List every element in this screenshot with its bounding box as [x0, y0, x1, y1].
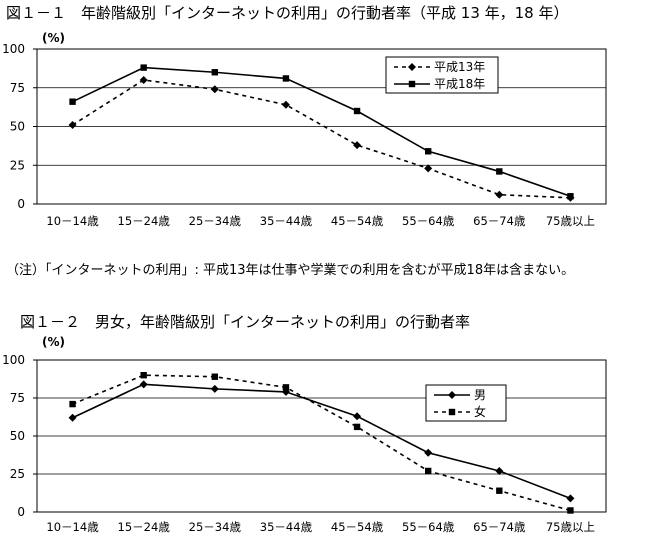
data-point: [210, 85, 219, 94]
x-tick-label: 25－34歳: [189, 520, 242, 534]
legend-marker: [448, 391, 456, 399]
y-axis-unit: (%): [42, 335, 65, 349]
x-tick-label: 25－34歳: [189, 214, 242, 228]
y-tick-label: 0: [17, 505, 25, 519]
y-tick-label: 100: [2, 42, 25, 56]
data-point: [567, 193, 574, 200]
data-point: [69, 98, 76, 105]
data-point: [424, 448, 433, 457]
series-line-0: [72, 79, 571, 199]
data-point: [567, 507, 574, 514]
data-point: [211, 373, 219, 380]
series-line-1: [72, 66, 571, 198]
data-point: [566, 494, 575, 503]
x-tick-label: 35－44歳: [260, 520, 313, 534]
data-point: [69, 400, 76, 408]
legend-label: 女: [474, 404, 486, 419]
series-line-0: [72, 383, 571, 500]
y-tick-label: 50: [10, 120, 25, 134]
data-point: [353, 412, 362, 421]
data-point: [281, 100, 290, 109]
legend-label: 平成13年: [434, 60, 485, 74]
data-point: [353, 423, 361, 431]
x-tick-label: 15－24歳: [118, 214, 171, 228]
figure1-title: 図１－１ 年齢階級別「インターネットの利用」の行動者率（平成 13 年，18 年…: [6, 4, 569, 22]
data-point: [211, 69, 219, 76]
x-tick-label: 55－64歳: [402, 214, 455, 228]
x-tick-label: 35－44歳: [260, 214, 313, 228]
data-point: [282, 384, 290, 391]
legend-marker: [408, 80, 416, 88]
figure2-title: 図１－２ 男女，年齢階級別「インターネットの利用」の行動者率: [20, 313, 471, 331]
y-tick-label: 25: [10, 467, 25, 481]
legend-box: [385, 56, 499, 94]
figure1-note: （注）「インターネットの利用」: 平成13年は仕事や学業での利用を含むが平成18…: [6, 263, 575, 278]
legend-box: [425, 384, 507, 422]
data-point: [68, 120, 77, 129]
data-point: [495, 466, 504, 475]
y-tick-label: 25: [10, 158, 25, 172]
data-point: [353, 107, 361, 115]
data-point: [424, 164, 433, 173]
y-tick-label: 50: [10, 429, 25, 443]
x-tick-label: 75歳以上: [546, 520, 595, 534]
chart-internet-use-by-year: 0 25 50 75 100 (%) 10－14歳 15－24歳 25－34歳 35－44歳 45－…: [2, 31, 607, 228]
legend-label: 平成18年: [434, 77, 485, 91]
data-point: [495, 190, 504, 199]
x-tick-label: 75歳以上: [546, 214, 595, 228]
data-point: [424, 148, 432, 155]
legend-label: 男: [474, 388, 486, 402]
data-point: [139, 76, 148, 84]
x-tick-label: 10－14歳: [46, 520, 99, 534]
x-tick-label: 45－54歳: [331, 214, 384, 228]
y-tick-label: 0: [17, 197, 25, 211]
y-tick-label: 100: [2, 353, 25, 367]
data-point: [424, 467, 432, 475]
data-point: [496, 168, 503, 175]
y-axis-unit: (%): [42, 31, 65, 45]
data-point: [282, 75, 290, 82]
x-tick-label: 15－24歳: [118, 520, 171, 534]
data-point: [68, 413, 77, 422]
data-point: [353, 141, 362, 150]
x-tick-label: 65－74歳: [473, 214, 526, 228]
data-point: [140, 64, 147, 71]
legend-marker: [408, 63, 416, 71]
data-point: [139, 380, 148, 389]
data-point: [496, 487, 503, 494]
x-tick-label: 65－74歳: [473, 520, 526, 534]
x-tick-label: 10－14歳: [46, 214, 99, 228]
y-tick-label: 75: [10, 391, 25, 405]
data-point: [140, 372, 147, 379]
x-tick-label: 55－64歳: [402, 520, 455, 534]
y-tick-label: 75: [10, 81, 25, 95]
data-point: [210, 384, 219, 393]
series-line-1: [72, 374, 571, 512]
legend-marker: [448, 408, 456, 416]
x-tick-label: 45－54歳: [331, 520, 384, 534]
